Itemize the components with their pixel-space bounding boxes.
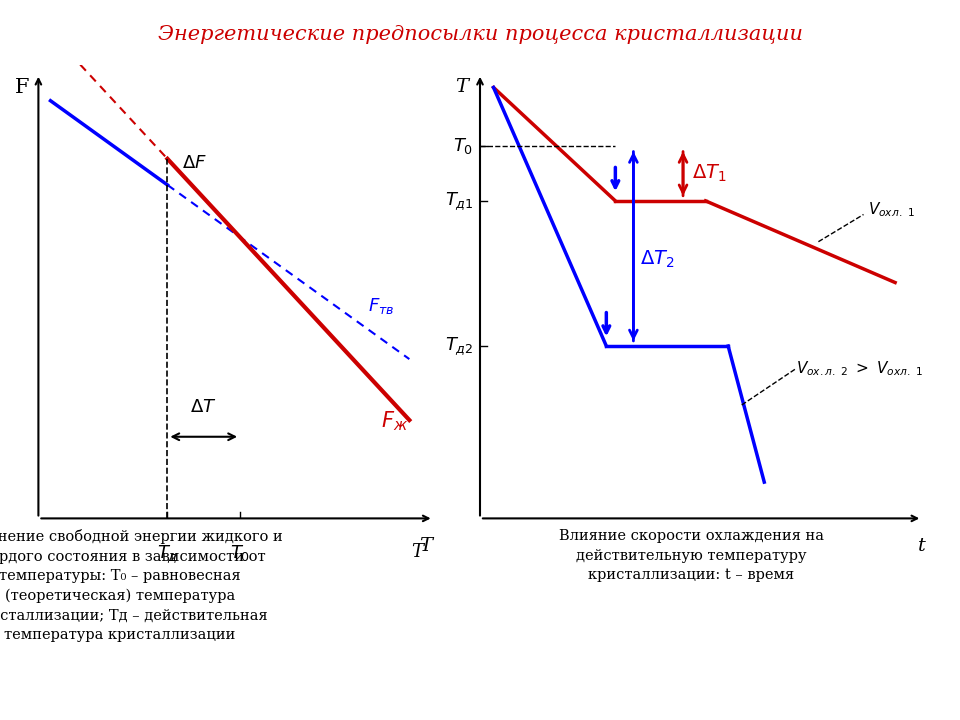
Text: $\Delta T_2$: $\Delta T_2$ <box>640 249 675 271</box>
Text: $T_{д1}$: $T_{д1}$ <box>444 190 473 212</box>
Text: $T_{д}$: $T_{д}$ <box>156 544 178 565</box>
Text: F: F <box>15 78 30 97</box>
Text: $T_0$: $T_0$ <box>453 137 473 156</box>
Text: $F_{тв}$: $F_{тв}$ <box>368 296 395 316</box>
Text: $T_{0}$: $T_{0}$ <box>229 544 251 563</box>
Text: Изменение свободной энергии жидкого и
твердого состояния в зависимости от
темпер: Изменение свободной энергии жидкого и тв… <box>0 529 283 642</box>
Text: Энергетические предпосылки процесса кристаллизации: Энергетические предпосылки процесса крис… <box>157 25 803 44</box>
Text: T: T <box>455 78 468 96</box>
Text: $V_{охл.\ 1}$: $V_{охл.\ 1}$ <box>868 201 915 220</box>
Text: T: T <box>419 536 432 554</box>
Text: $\Delta T$: $\Delta T$ <box>190 398 217 416</box>
Text: T: T <box>412 544 423 562</box>
Text: Влияние скорости охлаждения на
действительную температуру
кристаллизации: t – вр: Влияние скорости охлаждения на действите… <box>559 529 824 582</box>
Text: $V_{ох.л.\ 2}\ >\ V_{охл.\ 1}$: $V_{ох.л.\ 2}\ >\ V_{охл.\ 1}$ <box>796 359 923 378</box>
Text: $T_{д2}$: $T_{д2}$ <box>444 336 473 357</box>
Text: t: t <box>918 536 926 554</box>
Text: $\Delta F$: $\Delta F$ <box>181 154 206 172</box>
Text: $\Delta T_1$: $\Delta T_1$ <box>692 163 727 184</box>
Text: $F_{ж}$: $F_{ж}$ <box>381 410 408 433</box>
